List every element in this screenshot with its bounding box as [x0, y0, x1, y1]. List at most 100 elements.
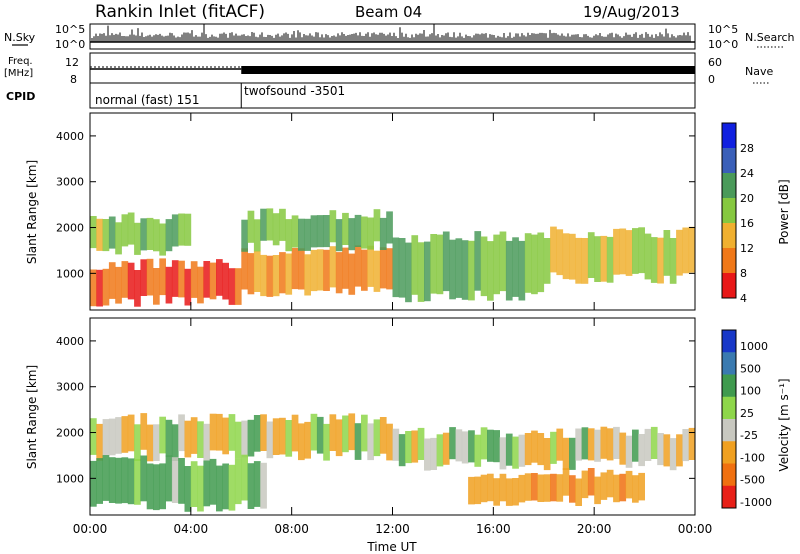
data-cell [127, 458, 135, 505]
data-cell [90, 269, 97, 307]
x-tick-label: 16:00 [476, 522, 511, 536]
data-cell [329, 246, 337, 288]
nsky-label: N.Sky [4, 31, 36, 44]
data-cell [676, 229, 683, 276]
data-cell [379, 417, 387, 454]
data-cell [562, 468, 570, 496]
data-cell [153, 424, 160, 461]
data-cell [247, 210, 255, 243]
nsearch-tick-low: 10^0 [708, 38, 738, 51]
data-cell [512, 478, 519, 506]
nave-tick-low: 0 [708, 73, 715, 86]
power-colorbar: 28 24 20 16 12 8 4 [721, 122, 754, 305]
data-cell [291, 414, 299, 452]
data-cell [279, 252, 286, 294]
data-cell [272, 255, 280, 297]
data-cell [209, 458, 217, 505]
data-cell [619, 432, 627, 465]
data-cell [417, 242, 425, 302]
data-cell [121, 457, 129, 504]
data-cell [342, 212, 349, 245]
data-cell [272, 418, 280, 455]
data-cell [190, 261, 198, 298]
y-tick-label: 4000 [56, 335, 84, 348]
data-cell [102, 419, 110, 456]
data-cell [669, 238, 677, 284]
data-cell [159, 416, 166, 454]
data-cell [304, 421, 311, 459]
data-cell [127, 414, 135, 452]
data-cell [253, 461, 261, 507]
data-cell [266, 421, 274, 459]
data-cell [493, 478, 500, 506]
data-cell [216, 413, 223, 451]
data-cell [625, 470, 633, 499]
data-cell [524, 433, 532, 466]
data-cell [531, 473, 538, 501]
colorbar-segment [722, 396, 736, 420]
data-cell [260, 462, 267, 509]
data-cell [606, 428, 614, 461]
data-cell [600, 472, 608, 500]
data-cell [190, 417, 198, 454]
colorbar-frame [721, 122, 737, 299]
data-cell [606, 469, 614, 498]
data-cell [518, 240, 526, 301]
colorbar-tick-label: 4 [740, 292, 747, 305]
data-cell [348, 413, 356, 451]
data-cell [417, 427, 425, 460]
freq-nave-series [90, 66, 695, 74]
data-cell [575, 237, 582, 284]
data-cell [140, 413, 148, 450]
data-cell [165, 266, 173, 304]
data-cell [493, 430, 500, 463]
colorbar-tick-label: 25 [740, 407, 754, 420]
data-cell [543, 238, 551, 284]
data-cell [241, 420, 248, 458]
data-cell [241, 248, 248, 290]
data-cell [449, 239, 456, 300]
velocity-colorbar-label: Velocity [m s⁻¹] [777, 378, 791, 471]
data-cell [638, 227, 645, 274]
data-cell [304, 218, 311, 251]
data-cell [373, 209, 381, 242]
colorbar-tick-label: -500 [740, 474, 765, 487]
data-cell [298, 248, 305, 290]
station-title: Rankin Inlet (fitACF) [95, 2, 265, 22]
data-cell [140, 259, 148, 296]
data-cell [587, 468, 595, 496]
data-cell [335, 252, 343, 294]
velocity-data-cells [90, 413, 696, 512]
data-cell [216, 465, 223, 512]
data-cell [487, 429, 494, 462]
freq-tick-high: 12 [65, 56, 79, 69]
data-cell [121, 416, 129, 453]
data-cell [102, 268, 110, 306]
data-cell [650, 237, 658, 283]
data-cell [638, 434, 645, 467]
data-cell [688, 226, 696, 273]
data-cell [247, 419, 255, 457]
data-cell [474, 231, 482, 291]
y-tick-label: 2000 [56, 222, 84, 235]
data-cell [367, 245, 374, 287]
data-cell [594, 429, 601, 462]
data-cell [121, 261, 129, 298]
data-cell [209, 262, 217, 300]
data-cell [398, 434, 406, 467]
data-cell [228, 464, 236, 511]
data-cell [253, 219, 261, 252]
data-cell [367, 423, 374, 461]
data-cell [304, 254, 311, 296]
data-cell [442, 432, 450, 465]
data-cell [323, 215, 330, 248]
data-cell [178, 458, 185, 504]
data-cell [348, 253, 356, 295]
colorbar-tick-label: 20 [740, 192, 754, 205]
cpid-label: CPID [6, 90, 35, 103]
data-cell [682, 429, 690, 462]
data-cell [386, 248, 393, 290]
cpid-mode-normal: normal (fast) 151 [95, 93, 199, 107]
colorbar-segment [722, 123, 736, 149]
data-cell [518, 474, 526, 503]
